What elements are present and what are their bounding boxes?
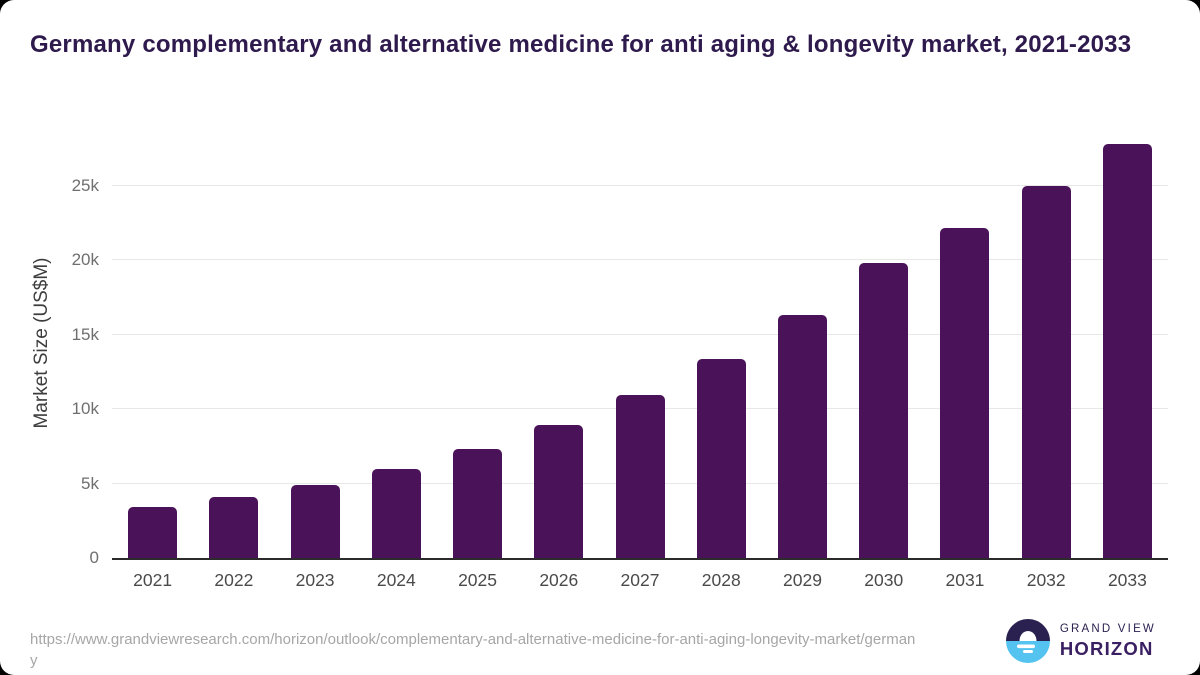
x-tick-label: 2023 bbox=[295, 570, 335, 590]
x-axis-labels: 2021 2022 2023 2024 2025 2026 2027 2028 2029 2030… bbox=[112, 570, 1168, 591]
bars-row bbox=[112, 128, 1168, 558]
bar-slot bbox=[762, 128, 843, 558]
y-tick-label: 0 bbox=[89, 548, 99, 567]
horizon-logo-icon bbox=[1005, 619, 1050, 663]
bar-2028[interactable] bbox=[696, 359, 746, 558]
x-tick-label: 2025 bbox=[458, 570, 498, 590]
x-tick-label: 2027 bbox=[620, 570, 660, 590]
bar-slot bbox=[843, 128, 924, 558]
x-tick-label: 2031 bbox=[945, 570, 985, 590]
bar-2024[interactable] bbox=[371, 468, 421, 558]
plot-area: 0 5k 10k 15k 20k 25k bbox=[72, 128, 1168, 567]
bar-2030[interactable] bbox=[859, 263, 909, 558]
y-tick-label: 20k bbox=[71, 250, 99, 270]
bar-slot bbox=[437, 128, 518, 558]
y-axis-title: Market Size (US$M) bbox=[31, 257, 52, 429]
bar-slot bbox=[274, 128, 355, 558]
gridline bbox=[112, 185, 1168, 187]
x-tick-label: 2026 bbox=[539, 570, 579, 590]
bar-slot bbox=[356, 128, 437, 558]
bar-slot bbox=[681, 128, 762, 558]
y-tick-label: 10k bbox=[71, 399, 99, 419]
bar-2031[interactable] bbox=[940, 228, 990, 558]
x-tick-label: 2021 bbox=[133, 570, 173, 590]
bar-2023[interactable] bbox=[290, 484, 340, 558]
x-tick-label: 2022 bbox=[214, 570, 254, 590]
bar-2027[interactable] bbox=[615, 394, 665, 558]
y-tick-label: 25k bbox=[71, 176, 99, 196]
bar-slot bbox=[1006, 128, 1087, 558]
bar-slot bbox=[599, 128, 680, 558]
bar-slot bbox=[924, 128, 1005, 558]
logo-text: GRAND VIEW HORIZON bbox=[1060, 623, 1156, 660]
bar-slot bbox=[193, 128, 274, 558]
bar-2025[interactable] bbox=[453, 449, 503, 558]
bar-slot bbox=[1087, 128, 1168, 558]
source-url: https://www.grandviewresearch.com/horizo… bbox=[30, 631, 916, 669]
gridline bbox=[112, 259, 1168, 261]
x-tick-label: 2028 bbox=[701, 570, 741, 590]
bar-2033[interactable] bbox=[1102, 143, 1152, 558]
bar-2021[interactable] bbox=[128, 507, 178, 558]
x-tick-label: 2033 bbox=[1107, 570, 1147, 590]
bar-slot bbox=[112, 128, 193, 558]
logo-grand-view-text: GRAND VIEW bbox=[1059, 622, 1156, 635]
bar-2026[interactable] bbox=[534, 424, 584, 558]
bar-slot bbox=[518, 128, 599, 558]
logo-horizon-text: HORIZON bbox=[1059, 637, 1154, 659]
y-tick-label: 15k bbox=[71, 324, 99, 344]
x-tick-label: 2029 bbox=[783, 570, 822, 590]
brand-logo: GRAND VIEW HORIZON bbox=[1005, 619, 1156, 663]
x-tick-label: 2030 bbox=[864, 570, 904, 590]
bar-2022[interactable] bbox=[209, 497, 259, 558]
x-tick-label: 2032 bbox=[1026, 570, 1066, 590]
y-tick-label: 5k bbox=[81, 473, 99, 493]
x-tick-label: 2024 bbox=[376, 570, 416, 590]
bar-2029[interactable] bbox=[777, 314, 827, 558]
gridline bbox=[112, 333, 1168, 335]
chart-title: Germany complementary and alternative me… bbox=[30, 31, 1132, 58]
bar-2032[interactable] bbox=[1021, 186, 1071, 558]
